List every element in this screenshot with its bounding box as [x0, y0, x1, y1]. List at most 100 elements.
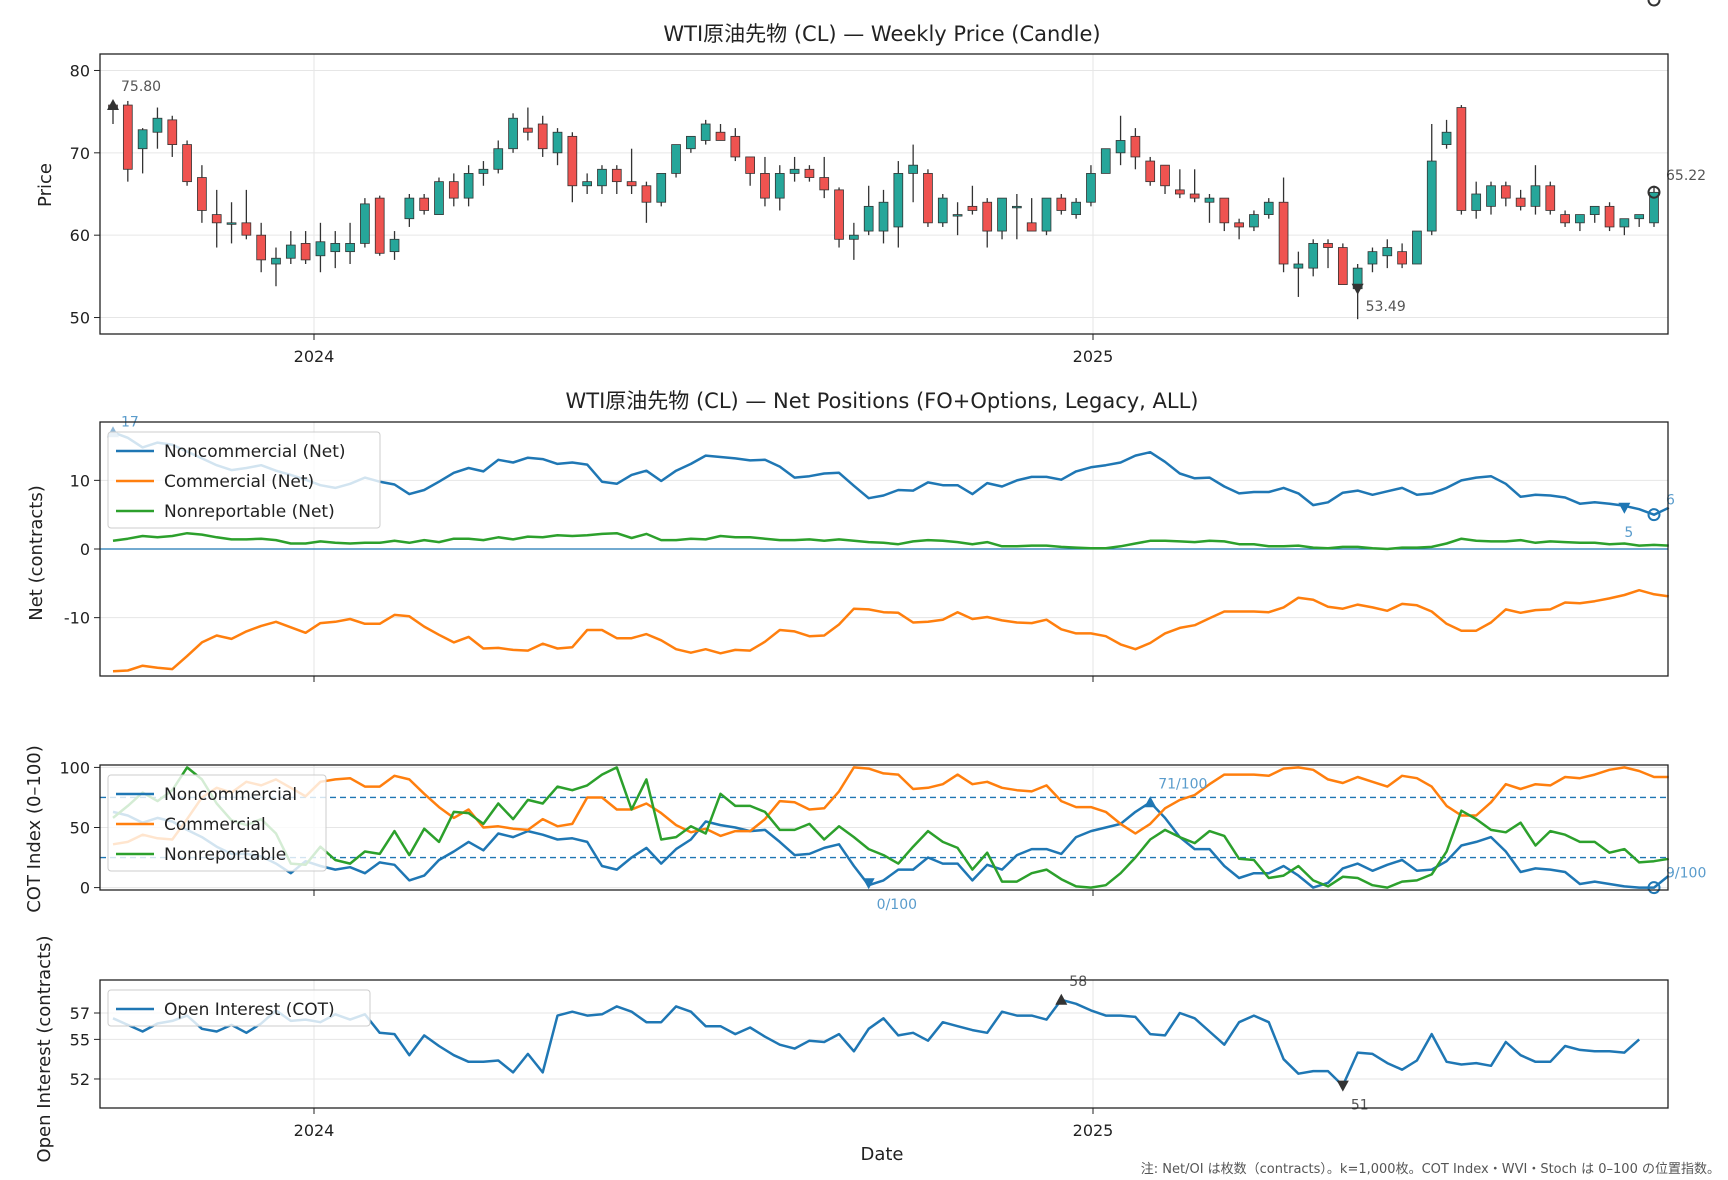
candle-body [686, 135, 696, 150]
series-line-2 [112, 531, 1669, 551]
candle-body [1160, 164, 1170, 187]
candle-body [552, 131, 563, 154]
candle-body [1530, 185, 1541, 207]
last-marker [1647, 185, 1661, 199]
candle-body [1441, 131, 1452, 145]
y-tick-label: 100 [59, 758, 90, 777]
plot-frame [99, 421, 1669, 677]
candle-body [419, 197, 430, 211]
price-y-label: Price [35, 163, 56, 207]
candle-body [671, 144, 681, 174]
candle-body [745, 156, 755, 174]
net-positions-panel: WTI原油先物 (CL) — Net Positions (FO+Options… [26, 389, 1675, 682]
candle-body [715, 131, 726, 141]
candle-body [197, 177, 207, 211]
last-label: 65.22 [1666, 168, 1706, 184]
candle-body [211, 214, 222, 224]
candle-body [597, 168, 607, 187]
oi-last-label: 55 [1666, 0, 1684, 4]
candle-body [434, 181, 444, 215]
candle-body [463, 173, 474, 199]
candle-body [508, 117, 518, 150]
candle-body [1515, 197, 1526, 207]
legend-label: Commercial [164, 815, 266, 835]
net-y-label: Net (contracts) [26, 485, 47, 621]
candle-body [137, 129, 148, 150]
candle-body [611, 168, 622, 183]
candle-body [819, 177, 830, 191]
cot-last-label: 9/100 [1666, 866, 1706, 882]
candle-body [967, 205, 978, 211]
candle-body [271, 257, 281, 265]
candle-body [952, 214, 963, 217]
candle-body [1367, 251, 1378, 265]
y-tick-label: 50 [70, 309, 90, 328]
x-tick-label: 2024 [294, 1121, 335, 1140]
candle-body [493, 148, 504, 170]
legend-label: Nonreportable (Net) [164, 502, 335, 522]
candle-body [404, 197, 415, 220]
y-tick-label: 60 [70, 226, 90, 245]
legend-box [107, 431, 381, 529]
candle-body [389, 238, 400, 253]
y-tick-label: 0 [80, 540, 90, 559]
candle-body [315, 241, 326, 257]
y-tick-label: 0 [80, 879, 90, 898]
candle-body [982, 201, 993, 232]
noncommercial-last-label: 6 [1666, 493, 1675, 509]
series-line-0 [112, 801, 1670, 889]
candle-body [1026, 222, 1037, 232]
cot-y-label: COT Index (0–100) [24, 745, 45, 913]
candle-body [167, 119, 178, 145]
cot-index-panel: COT Index (0–100) 0 50 100 71/100 0/100 9/100… [24, 745, 1706, 913]
candle-body [1412, 230, 1422, 265]
nonreportable-last-label: 5 [1624, 525, 1633, 541]
candle-body [448, 181, 459, 199]
candle-body [804, 168, 815, 178]
candle-body [1649, 191, 1659, 224]
candle-body [300, 243, 311, 261]
candle-body [182, 144, 192, 183]
candle-body [374, 197, 385, 254]
candle-body [537, 123, 548, 150]
legend: Noncommercial Commercial Nonreportable [107, 774, 327, 872]
candle-body [122, 104, 133, 170]
candle-body [1249, 214, 1259, 228]
plot-frame [99, 979, 1669, 1109]
candle-body [1086, 173, 1096, 203]
noncommercial-min-marker [1618, 502, 1631, 514]
net-panel-title: WTI原油先物 (CL) — Net Positions (FO+Options… [566, 389, 1199, 413]
candle-body [285, 244, 296, 259]
legend-label: Noncommercial (Net) [164, 442, 346, 462]
oi-max-marker [1055, 993, 1068, 1005]
candle-body [774, 173, 785, 199]
legend-label: Open Interest (COT) [164, 1000, 335, 1020]
candle-body [1071, 201, 1081, 215]
y-tick-label: -10 [64, 609, 90, 628]
candle-body [1456, 107, 1467, 211]
candle-body [1545, 185, 1556, 211]
candle-body [478, 168, 489, 174]
candle-body [1323, 243, 1333, 248]
series-line-1 [112, 766, 1669, 846]
candle-body [1278, 201, 1289, 265]
noncommercial-last-marker [1647, 508, 1661, 522]
plot-area: 0 50 100 71/100 0/100 9/100 [59, 758, 1706, 913]
candle-body [937, 197, 948, 224]
candle-body [834, 189, 844, 240]
candle-body [700, 123, 711, 141]
series-line-2 [112, 766, 1670, 889]
plot-area: 52 55 57 2024 2025 58 51 55 [70, 0, 1684, 1140]
candle-body [1293, 263, 1304, 269]
x-tick-label: 2025 [1073, 347, 1114, 366]
x-tick-label: 2024 [294, 347, 335, 366]
candle-body [893, 173, 904, 228]
legend: Noncommercial (Net) Commercial (Net) Nonre… [107, 431, 381, 529]
price-panel: WTI原油先物 (CL) — Weekly Price (Candle) Pri… [35, 22, 1706, 366]
candle-body [849, 234, 859, 240]
legend: Open Interest (COT) [107, 989, 371, 1027]
candle-body [1204, 197, 1215, 203]
legend-box [107, 774, 327, 872]
cot-max-label: 71/100 [1158, 776, 1207, 792]
